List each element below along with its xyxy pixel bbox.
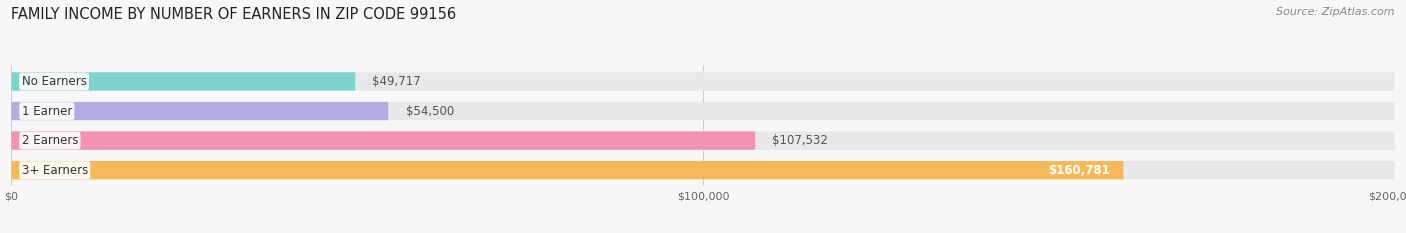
Text: 2 Earners: 2 Earners: [21, 134, 79, 147]
FancyBboxPatch shape: [11, 102, 388, 120]
Text: Source: ZipAtlas.com: Source: ZipAtlas.com: [1277, 7, 1395, 17]
Text: FAMILY INCOME BY NUMBER OF EARNERS IN ZIP CODE 99156: FAMILY INCOME BY NUMBER OF EARNERS IN ZI…: [11, 7, 457, 22]
Text: $107,532: $107,532: [772, 134, 828, 147]
Text: No Earners: No Earners: [21, 75, 87, 88]
FancyBboxPatch shape: [11, 161, 1123, 179]
Text: 1 Earner: 1 Earner: [21, 105, 72, 117]
FancyBboxPatch shape: [11, 102, 1395, 120]
FancyBboxPatch shape: [11, 72, 356, 91]
FancyBboxPatch shape: [11, 72, 1395, 91]
FancyBboxPatch shape: [11, 131, 755, 150]
Text: $49,717: $49,717: [373, 75, 422, 88]
Text: 3+ Earners: 3+ Earners: [21, 164, 87, 177]
FancyBboxPatch shape: [11, 131, 1395, 150]
FancyBboxPatch shape: [11, 161, 1395, 179]
Text: $160,781: $160,781: [1047, 164, 1109, 177]
Text: $54,500: $54,500: [405, 105, 454, 117]
